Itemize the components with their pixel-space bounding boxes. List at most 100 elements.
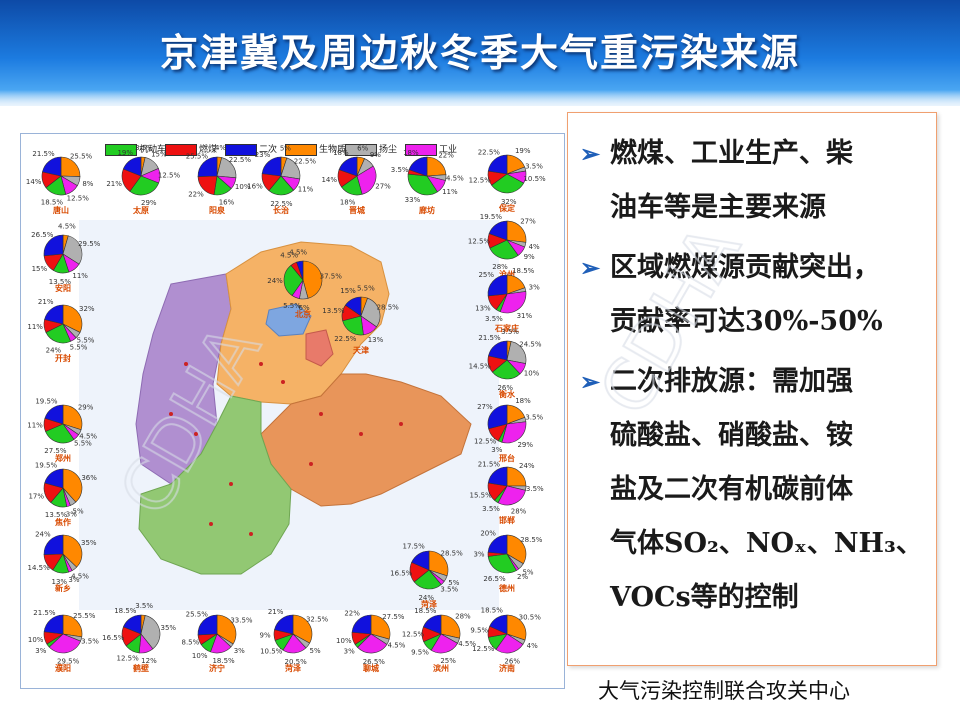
pie-percent-label: 21%	[38, 298, 54, 306]
pie-percent-label: 25%	[440, 657, 456, 665]
city-name-label: 滨州	[433, 663, 449, 673]
pie-percent-label: 27%	[477, 403, 493, 411]
city-name-label: 菏泽	[421, 599, 437, 609]
city-pie: 25.5% 3.5% 29.5% 3% 10% 21.5% 濮阳	[28, 609, 99, 673]
pie-slice	[422, 614, 442, 635]
pie-percent-label: 25.5%	[186, 153, 209, 161]
city-pie: 3.5% 35% 12%12.5% 16.5% 18.5% 鹤壁	[102, 602, 176, 673]
city-pie: 25.5% 8% 12.5%18.5% 14% 21.5% 唐山	[26, 150, 94, 215]
pie-slice	[62, 304, 83, 333]
pie-percent-label: 5%	[448, 579, 459, 587]
pie-percent-label: 5.5%	[70, 343, 88, 351]
pie-percent-label: 3.5%	[526, 485, 544, 493]
pie-percent-label: 22.5%	[270, 200, 293, 208]
pie-percent-label: 2%	[517, 573, 528, 581]
region-beijing	[265, 303, 312, 337]
pie-percent-label: 11%	[72, 272, 88, 280]
pie-percent-label: 18.5%	[481, 607, 504, 615]
pie-percent-label: 18.5%	[114, 607, 137, 615]
pie-percent-label: 9.5%	[470, 627, 488, 635]
pie-percent-label: 9.5%	[411, 648, 429, 656]
footer-organization: 大气污染控制联合攻关中心	[598, 679, 850, 703]
pie-percent-label: 13.5%	[49, 278, 72, 286]
pie-percent-label: 5.5%	[77, 337, 95, 345]
pie-percent-label: 27.5%	[44, 447, 67, 455]
city-name-label: 鹤壁	[133, 663, 149, 673]
city-name-label: 唐山	[53, 205, 69, 215]
city-name-label: 邯郸	[499, 515, 515, 525]
pie-percent-label: 15%	[151, 150, 167, 158]
pie-slice	[408, 156, 428, 177]
pie-slice	[495, 633, 524, 654]
pie-slice	[499, 291, 527, 314]
city-name-label: 郑州	[55, 453, 71, 463]
pie-percent-label: 24%	[418, 594, 434, 602]
pie-slice	[274, 614, 294, 635]
pie-percent-label: 14.5%	[28, 564, 51, 572]
pie-percent-label: 14%	[321, 176, 337, 184]
legend-label: 扬尘	[379, 145, 398, 155]
pie-percent-label: 32%	[79, 305, 95, 313]
pie-percent-label: 28%	[455, 613, 471, 621]
pie-slice	[197, 614, 218, 636]
pie-percent-label: 22.5%	[478, 149, 501, 157]
city-name-label: 阳泉	[209, 205, 226, 215]
pie-percent-label: 4.5%	[388, 642, 406, 650]
city-pie: 36% 5%3%13.5% 17% 19.5% 焦作	[28, 462, 97, 527]
pie-slice	[62, 534, 83, 568]
pie-slice	[430, 633, 458, 654]
legend-item: 燃煤	[165, 142, 217, 156]
pie-percent-label: 20%	[480, 529, 496, 537]
summary-panel: ➢ 燃煤、工业生产、柴 油车等是主要来源 ➢ 区域燃煤源贡献突出， 贡献率可达3…	[567, 112, 937, 666]
pie-percent-label: 12.5%	[474, 438, 497, 446]
city-name-label: 邢台	[498, 453, 515, 463]
pie-percent-label: 18%	[340, 198, 356, 206]
pie-percent-label: 19%	[117, 149, 133, 157]
pie-percent-label: 3.5%	[485, 315, 503, 323]
pie-percent-label: 10%	[336, 637, 352, 645]
city-name-label: 济南	[499, 663, 515, 673]
pie-percent-label: 17.5%	[403, 543, 426, 551]
pie-percent-label: 15%	[340, 287, 356, 295]
pie-slice	[344, 296, 362, 317]
pie-percent-label: 30.5%	[519, 614, 542, 622]
pie-slice	[491, 173, 525, 194]
pie-percent-label: 29%	[78, 403, 94, 411]
pie-percent-label: 13.5%	[45, 511, 68, 519]
pie-percent-label: 18.5%	[41, 198, 64, 206]
pie-percent-label: 12.5%	[472, 645, 495, 653]
bullet-line: 燃煤、工业生产、柴	[610, 138, 853, 169]
pie-percent-label: 26.5%	[363, 658, 386, 666]
pie-percent-label: 22%	[344, 609, 360, 617]
pie-percent-label: 6%	[299, 304, 310, 312]
city-pie: 3.5%15% 12.5% 29% 21% 19% 太原	[106, 144, 180, 215]
pie-slice	[506, 341, 527, 364]
pie-percent-label: 11%	[298, 185, 314, 193]
pie-percent-label: 4.5%	[71, 572, 89, 580]
pie-percent-label: 12.5%	[117, 655, 140, 663]
pie-percent-label: 3.5%	[391, 166, 409, 174]
pie-percent-label: 12.5%	[402, 630, 425, 638]
pie-percent-label: 11%	[27, 421, 43, 429]
region-tianjin	[305, 329, 334, 367]
pie-percent-label: 18.5%	[414, 607, 437, 615]
pie-slice	[501, 421, 527, 444]
pie-slice	[292, 614, 313, 644]
pie-percent-label: 25%	[478, 271, 494, 279]
pie-percent-label: 11%	[27, 323, 43, 331]
pie-percent-label: 28%	[492, 263, 508, 271]
pie-percent-label: 21%	[106, 180, 122, 188]
pie-slice	[411, 550, 430, 571]
legend-item: 二次	[225, 142, 277, 156]
pie-percent-label: 4.5%	[458, 640, 476, 648]
pie-slice	[60, 156, 81, 177]
pie-slice	[407, 173, 438, 196]
pie-percent-label: 4%	[215, 144, 226, 152]
city-pie: 4%22.5% 10%16% 22% 25.5% 阳泉	[186, 144, 252, 215]
pie-slice	[122, 156, 142, 177]
pie-slice	[489, 239, 519, 260]
pie-percent-label: 19%	[515, 147, 531, 155]
pie-percent-label: 8.5%	[181, 639, 199, 647]
pie-percent-label: 25.5%	[186, 611, 209, 619]
pie-percent-label: 5.5%	[74, 440, 92, 448]
